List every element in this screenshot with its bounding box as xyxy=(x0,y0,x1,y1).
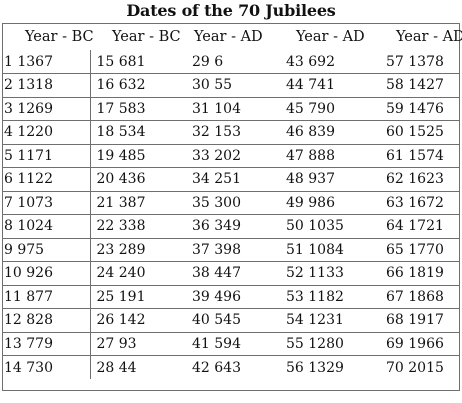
table-cell: 27 93 xyxy=(90,331,182,356)
table-cell: 6 1122 xyxy=(3,167,91,191)
table-cell: 48 937 xyxy=(272,167,366,191)
table-row: 7 1073 21 387 35 300 49 986 63 1672 xyxy=(3,190,459,215)
table-cell: 64 1721 xyxy=(366,214,459,238)
table-cell: 3 1269 xyxy=(3,96,91,121)
table-cell: 63 1672 xyxy=(366,190,459,215)
table-cell: 55 1280 xyxy=(272,331,366,356)
table-row: 3 1269 17 583 31 104 45 790 59 1476 xyxy=(3,96,459,121)
column-header: Year - AD xyxy=(296,29,365,45)
table-cell: 61 1574 xyxy=(366,143,459,168)
table-cell: 21 387 xyxy=(90,190,182,215)
table-cell: 5 1171 xyxy=(3,143,91,168)
table-cell: 20 436 xyxy=(90,167,182,191)
table-cell: 67 1868 xyxy=(366,284,459,309)
table-cell: 13 779 xyxy=(3,331,91,356)
table-cell: 45 790 xyxy=(272,96,366,121)
table-cell: 66 1819 xyxy=(366,261,459,285)
table-cell: 46 839 xyxy=(272,120,366,144)
table-cell: 26 142 xyxy=(90,308,182,332)
table-cell: 34 251 xyxy=(182,167,272,191)
table-cell: 49 986 xyxy=(272,190,366,215)
table-cell: 50 1035 xyxy=(272,214,366,238)
table-cell: 12 828 xyxy=(3,308,91,332)
table-row: 10 926 24 240 38 447 52 1133 66 1819 xyxy=(3,261,459,285)
table-cell: 53 1182 xyxy=(272,284,366,309)
table-cell: 35 300 xyxy=(182,190,272,215)
table-cell: 33 202 xyxy=(182,143,272,168)
column-header: Year - AD xyxy=(194,29,263,45)
table-cell: 51 1084 xyxy=(272,237,366,262)
table-cell: 10 926 xyxy=(3,261,91,285)
column-header: Year - BC xyxy=(25,29,94,45)
page-title: Dates of the 70 Jubilees xyxy=(126,1,336,20)
table-cell: 9 975 xyxy=(3,237,91,262)
table-cell: 32 153 xyxy=(182,120,272,144)
table-cell: 41 594 xyxy=(182,331,272,356)
table-row: 6 1122 20 436 34 251 48 937 62 1623 xyxy=(3,167,459,191)
table-cell: 31 104 xyxy=(182,96,272,121)
table-cell: 14 730 xyxy=(3,355,91,379)
table-cell: 38 447 xyxy=(182,261,272,285)
table-row: 1 1367 15 681 29 6 43 692 57 1378 xyxy=(3,50,459,74)
column-header: Year - BC xyxy=(112,29,181,45)
table-cell: 68 1917 xyxy=(366,308,459,332)
table-cell: 37 398 xyxy=(182,237,272,262)
table-cell: 54 1231 xyxy=(272,308,366,332)
table-cell: 36 349 xyxy=(182,214,272,238)
table-cell: 23 289 xyxy=(90,237,182,262)
table-cell: 58 1427 xyxy=(366,73,459,97)
table-body: 1 1367 15 681 29 6 43 692 57 1378 2 1318 16 63… xyxy=(3,50,459,379)
table-cell: 17 583 xyxy=(90,96,182,121)
table-cell: 11 877 xyxy=(3,284,91,309)
table-cell: 59 1476 xyxy=(366,96,459,121)
table-row: 2 1318 16 632 30 55 44 741 58 1427 xyxy=(3,73,459,97)
table-cell: 44 741 xyxy=(272,73,366,97)
table-cell: 19 485 xyxy=(90,143,182,168)
table-row: 4 1220 18 534 32 153 46 839 60 1525 xyxy=(3,120,459,144)
table-cell: 70 2015 xyxy=(366,355,459,379)
table-cell: 7 1073 xyxy=(3,190,91,215)
header-row: Year - BC Year - BC Year - AD Year - AD … xyxy=(3,24,462,50)
table-cell: 56 1329 xyxy=(272,355,366,379)
jubilee-table-frame: Year - BC Year - BC Year - AD Year - AD … xyxy=(2,23,462,391)
table-cell: 25 191 xyxy=(90,284,182,309)
table-cell: 1 1367 xyxy=(3,50,91,74)
table-row: 8 1024 22 338 36 349 50 1035 64 1721 xyxy=(3,214,459,238)
table-cell: 29 6 xyxy=(192,53,224,70)
table-cell: 69 1966 xyxy=(366,331,459,356)
table-cell: 22 338 xyxy=(90,214,182,238)
column-header: Year - AD xyxy=(396,29,462,45)
table-cell: 16 632 xyxy=(90,73,182,97)
table-row: 11 877 25 191 39 496 53 1182 67 1868 xyxy=(3,284,459,309)
table-cell: 24 240 xyxy=(90,261,182,285)
table-cell: 18 534 xyxy=(90,120,182,144)
table-cell: 28 44 xyxy=(90,355,182,379)
table-cell: 43 692 xyxy=(286,53,335,70)
table-row: 14 730 28 44 42 643 56 1329 70 2015 xyxy=(3,355,459,379)
table-cell: 60 1525 xyxy=(366,120,459,144)
table-row: 9 975 23 289 37 398 51 1084 65 1770 xyxy=(3,237,459,262)
table-row: 13 779 27 93 41 594 55 1280 69 1966 xyxy=(3,331,459,356)
table-cell: 47 888 xyxy=(272,143,366,168)
table-cell: 57 1378 xyxy=(386,53,444,70)
table-cell: 39 496 xyxy=(182,284,272,309)
table-cell: 30 55 xyxy=(182,73,272,97)
table-cell: 42 643 xyxy=(182,355,272,379)
table-cell: 52 1133 xyxy=(272,261,366,285)
table-cell: 15 681 xyxy=(96,53,146,70)
table-row: 5 1171 19 485 33 202 47 888 61 1574 xyxy=(3,143,459,168)
table-cell: 8 1024 xyxy=(3,214,91,238)
table-cell: 40 545 xyxy=(182,308,272,332)
jubilee-dates-table: Year - BC Year - BC Year - AD Year - AD … xyxy=(3,24,462,379)
table-cell: 65 1770 xyxy=(366,237,459,262)
table-cell: 62 1623 xyxy=(366,167,459,191)
table-cell: 2 1318 xyxy=(3,73,91,97)
table-cell: 4 1220 xyxy=(3,120,91,144)
table-row: 12 828 26 142 40 545 54 1231 68 1917 xyxy=(3,308,459,332)
